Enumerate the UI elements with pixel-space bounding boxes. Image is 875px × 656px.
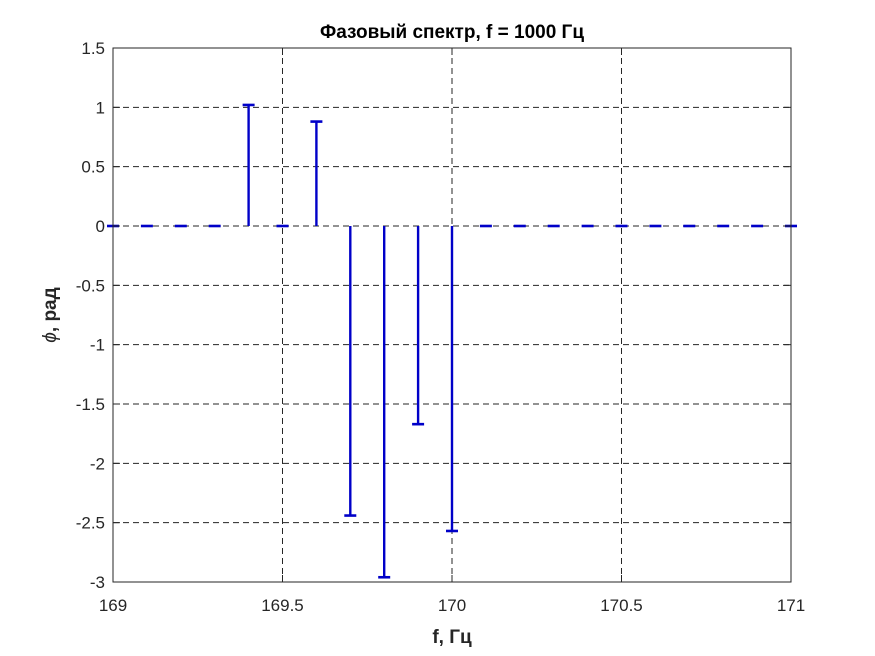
y-tick-label: -2 <box>90 454 105 473</box>
x-tick-label: 170.5 <box>600 596 643 615</box>
y-tick-label: 1.5 <box>81 39 105 58</box>
y-tick-label: 0 <box>96 217 105 236</box>
x-tick-label: 169.5 <box>261 596 304 615</box>
chart-title: Фазовый спектр, f = 1000 Гц <box>320 22 584 43</box>
stem-series <box>107 103 797 579</box>
y-axis-symbol: ϕ <box>40 332 61 343</box>
y-tick-label: 0.5 <box>81 158 105 177</box>
y-tick-label: -3 <box>90 573 105 592</box>
y-tick-label: -2.5 <box>76 514 105 533</box>
axis-ticks <box>112 47 792 583</box>
x-tick-label: 170 <box>438 596 466 615</box>
x-tick-label: 169 <box>99 596 127 615</box>
grid-lines <box>113 48 791 582</box>
tick-labels: 169 169.5 170 170.5 171 1.5 1 0.5 0 -0.5 -1 -1.5 -2 -… <box>76 39 805 615</box>
y-tick-label: -0.5 <box>76 276 105 295</box>
y-axis-title: ϕ, рад <box>40 287 61 342</box>
y-tick-label: 1 <box>96 98 105 117</box>
y-tick-label: -1.5 <box>76 395 105 414</box>
x-tick-label: 171 <box>777 596 805 615</box>
y-tick-label: -1 <box>90 336 105 355</box>
x-axis-title: f, Гц <box>432 627 472 648</box>
y-axis-unit: , рад <box>40 287 61 332</box>
